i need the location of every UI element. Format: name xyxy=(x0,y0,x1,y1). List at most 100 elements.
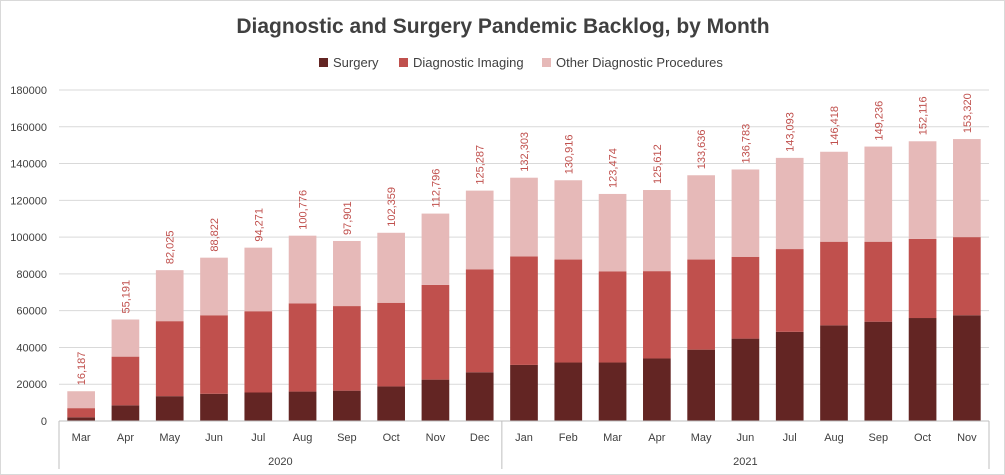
year-group-label: 2021 xyxy=(733,456,757,468)
total-data-label: 102,359 xyxy=(386,187,398,227)
bar-segment xyxy=(465,372,494,421)
bar-segment xyxy=(288,235,317,304)
x-tick-label: Dec xyxy=(470,432,490,444)
bar-segment xyxy=(643,190,671,272)
x-tick-label: Sep xyxy=(337,432,357,444)
total-data-label: 130,916 xyxy=(563,134,575,174)
x-tick-label: Feb xyxy=(559,432,578,444)
data-labels: 16,187 55,191 82,025 88,822 94,271 100,776 97,… xyxy=(76,93,974,385)
total-data-label: 94,271 xyxy=(253,208,265,242)
total-data-label: 100,776 xyxy=(298,190,310,230)
legend-label: Surgery xyxy=(333,55,379,70)
bar-segment xyxy=(864,321,893,421)
bar-segment xyxy=(643,358,671,421)
total-data-label: 152,116 xyxy=(918,96,930,135)
bar-segment xyxy=(820,151,848,242)
bar-segment xyxy=(111,319,140,357)
bar-segment xyxy=(598,362,627,421)
y-tick-label: 180000 xyxy=(10,85,47,97)
bar-segment xyxy=(908,238,937,319)
legend-swatch xyxy=(399,58,408,67)
total-data-label: 125,612 xyxy=(652,144,664,184)
y-tick-label: 20000 xyxy=(16,379,47,391)
bar-segment xyxy=(67,417,95,421)
y-tick-label: 100000 xyxy=(10,232,47,244)
bar-segment xyxy=(687,349,715,421)
y-tick-label: 140000 xyxy=(10,159,47,171)
chart-title: Diagnostic and Surgery Pandemic Backlog,… xyxy=(236,15,769,38)
bar-segment xyxy=(820,241,848,326)
bar-segment xyxy=(377,386,405,421)
y-tick-label: 40000 xyxy=(16,342,47,354)
x-tick-label: Jul xyxy=(251,432,265,444)
bar-segment xyxy=(155,270,184,322)
y-tick-label: 60000 xyxy=(16,306,47,318)
bar-segment xyxy=(111,356,140,406)
bar-segment xyxy=(908,318,937,421)
bar-segment xyxy=(333,306,361,391)
total-data-label: 123,474 xyxy=(608,148,620,188)
x-tick-label: Aug xyxy=(824,432,844,444)
bar-segment xyxy=(155,321,184,397)
x-tick-label: May xyxy=(159,432,180,444)
bar-segment xyxy=(244,311,273,393)
total-data-label: 55,191 xyxy=(120,280,132,314)
legend-label: Diagnostic Imaging xyxy=(413,55,524,70)
x-tick-label: Oct xyxy=(383,432,400,444)
bar-segment xyxy=(864,146,893,242)
bar-segment xyxy=(775,249,804,332)
bar-segment xyxy=(687,259,715,350)
bar-segment xyxy=(67,391,95,409)
total-data-label: 88,822 xyxy=(209,218,221,252)
total-data-label: 136,783 xyxy=(740,124,752,164)
bar-segment xyxy=(775,157,804,250)
total-data-label: 132,303 xyxy=(519,132,531,172)
bar-segment xyxy=(421,213,450,285)
bar-segment xyxy=(864,241,893,322)
bar-segment xyxy=(687,175,715,260)
bar-segment xyxy=(111,405,140,421)
x-tick-label: Jun xyxy=(205,432,223,444)
bar-segment xyxy=(333,240,361,307)
x-tick-label: Nov xyxy=(957,432,977,444)
total-data-label: 149,236 xyxy=(873,101,885,141)
x-tick-label: May xyxy=(691,432,712,444)
total-data-label: 146,418 xyxy=(829,106,841,146)
bar-segment xyxy=(465,190,494,270)
legend-swatch xyxy=(319,58,328,67)
bar-segment xyxy=(554,362,583,421)
total-data-label: 125,287 xyxy=(475,145,487,185)
bar-segment xyxy=(288,303,317,392)
year-group-label: 2020 xyxy=(268,456,292,468)
bar-segment xyxy=(820,325,848,421)
bar-segment xyxy=(200,257,228,316)
x-tick-label: Jul xyxy=(783,432,797,444)
legend-item: Surgery xyxy=(319,55,379,70)
bar-segment xyxy=(953,139,981,238)
bar-segment xyxy=(377,302,405,387)
y-tick-label: 0 xyxy=(41,416,47,428)
x-tick-label: Oct xyxy=(914,432,931,444)
y-tick-label: 160000 xyxy=(10,122,47,134)
bar-segment xyxy=(200,315,228,394)
y-tick-label: 80000 xyxy=(16,269,47,281)
bar-segment xyxy=(908,141,937,239)
bar-segment xyxy=(598,193,627,272)
bar-segment xyxy=(244,392,273,421)
legend-item: Diagnostic Imaging xyxy=(399,55,524,70)
bar-segment xyxy=(288,391,317,421)
bar-segment xyxy=(421,379,450,421)
bar-segment xyxy=(643,271,671,359)
bar-segment xyxy=(155,396,184,421)
bar-segment xyxy=(731,338,760,421)
x-tick-label: Aug xyxy=(293,432,313,444)
bar-segment xyxy=(200,393,228,421)
bar-segment xyxy=(731,256,760,339)
bar-segment xyxy=(421,284,450,380)
bar-segment xyxy=(510,364,538,421)
total-data-label: 133,636 xyxy=(696,129,708,169)
y-tick-label: 120000 xyxy=(10,195,47,207)
legend-item: Other Diagnostic Procedures xyxy=(542,55,723,70)
